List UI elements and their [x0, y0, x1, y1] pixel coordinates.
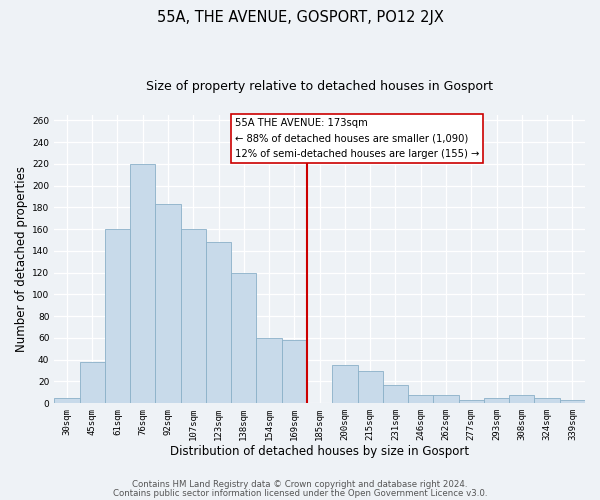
Y-axis label: Number of detached properties: Number of detached properties — [15, 166, 28, 352]
Bar — [256, 338, 282, 403]
Bar — [433, 394, 458, 403]
Text: 55A THE AVENUE: 173sqm
← 88% of detached houses are smaller (1,090)
12% of semi-: 55A THE AVENUE: 173sqm ← 88% of detached… — [235, 118, 479, 159]
Text: Contains public sector information licensed under the Open Government Licence v3: Contains public sector information licen… — [113, 489, 487, 498]
Bar — [458, 400, 484, 403]
Bar — [383, 384, 408, 403]
Bar — [105, 229, 130, 403]
Bar — [231, 272, 256, 403]
X-axis label: Distribution of detached houses by size in Gosport: Distribution of detached houses by size … — [170, 444, 469, 458]
Bar — [535, 398, 560, 403]
Text: Contains HM Land Registry data © Crown copyright and database right 2024.: Contains HM Land Registry data © Crown c… — [132, 480, 468, 489]
Bar — [54, 398, 80, 403]
Bar — [181, 229, 206, 403]
Bar — [206, 242, 231, 403]
Bar — [332, 365, 358, 403]
Bar — [282, 340, 307, 403]
Bar — [155, 204, 181, 403]
Bar — [408, 394, 433, 403]
Bar — [560, 400, 585, 403]
Bar — [358, 370, 383, 403]
Title: Size of property relative to detached houses in Gosport: Size of property relative to detached ho… — [146, 80, 493, 93]
Bar — [484, 398, 509, 403]
Bar — [509, 394, 535, 403]
Bar — [80, 362, 105, 403]
Text: 55A, THE AVENUE, GOSPORT, PO12 2JX: 55A, THE AVENUE, GOSPORT, PO12 2JX — [157, 10, 443, 25]
Bar — [130, 164, 155, 403]
